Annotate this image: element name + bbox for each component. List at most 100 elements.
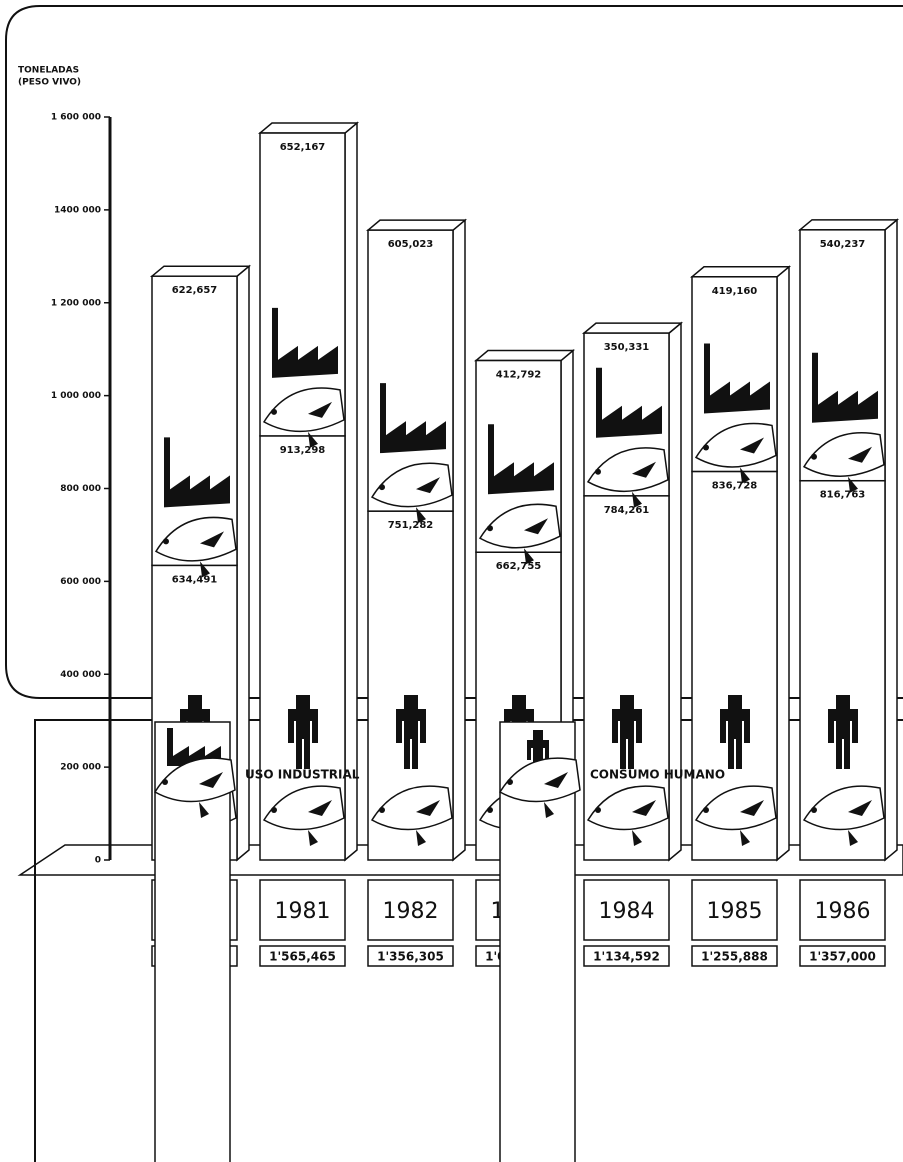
x-tick-label: 1984 [599, 899, 655, 924]
bar-top [365, 219, 468, 231]
legend-item: CONSUMO HUMANO [498, 721, 725, 1162]
total-label: 1'565,465 [269, 950, 336, 964]
fish-icon [498, 757, 581, 803]
y-tick-label: 1 200 000 [51, 298, 101, 308]
factory-icon [812, 352, 878, 423]
fish-icon [694, 422, 777, 468]
data-label: 816,763 [820, 490, 866, 501]
fish-tail [200, 561, 210, 578]
fish-fin [524, 518, 548, 535]
fish-tail [416, 830, 426, 846]
data-label: 540,237 [820, 239, 866, 250]
fish-icon [802, 785, 885, 831]
fish-fin [200, 531, 224, 548]
data-label: 634,491 [172, 574, 218, 585]
fish-eye [379, 484, 385, 491]
bar-group: 836,728 419,160 1985 1'255,888 [689, 265, 792, 967]
data-label: 751,282 [388, 520, 434, 531]
y-tick-label: 1 600 000 [51, 113, 101, 123]
x-tick-label: 1985 [707, 899, 763, 924]
total-label: 1'357,000 [809, 950, 876, 964]
fish-icon [478, 503, 561, 549]
person-icon [828, 695, 858, 769]
fish-eye [271, 807, 277, 813]
bar-group: 816,763 540,237 1986 1'357,000 [797, 218, 900, 967]
fish-fin [632, 461, 656, 478]
fish-eye [811, 807, 817, 813]
fish-icon [586, 447, 669, 493]
fish-eye [162, 779, 168, 785]
bar-top [689, 266, 792, 278]
total-box [691, 945, 778, 967]
total-box [367, 945, 454, 967]
fish-tail [740, 467, 750, 484]
y-tick-label: 800 000 [60, 484, 101, 494]
x-tick-label: 1982 [383, 899, 439, 924]
fish-icon [153, 757, 236, 803]
person-icon [288, 695, 318, 769]
fish-icon [586, 785, 669, 831]
fish-fin [740, 437, 764, 454]
fish-fin [199, 772, 223, 788]
fish-tail [199, 802, 209, 818]
frame [5, 5, 903, 699]
bar-top [797, 219, 900, 231]
total-label: 1'255,888 [701, 950, 768, 964]
legend-item: USO INDUSTRIAL [153, 721, 360, 1162]
data-label: 836,728 [712, 480, 758, 491]
fish-fin [740, 800, 764, 816]
fish-eye [507, 779, 513, 785]
factory-icon [167, 728, 221, 766]
y-tick-label: 200 000 [60, 763, 101, 773]
y-tick-label: 0 [95, 856, 101, 866]
fish-tail [848, 830, 858, 846]
fish-fin [632, 800, 656, 816]
y-tick-label: 600 000 [60, 577, 101, 587]
fish-fin [416, 800, 440, 816]
data-label: 662,755 [496, 561, 542, 572]
bar-side [344, 121, 358, 862]
fish-eye [703, 444, 709, 451]
data-label: 913,298 [280, 445, 326, 456]
fish-fin [848, 800, 872, 816]
fish-fin [848, 446, 872, 463]
data-label: 605,023 [388, 239, 434, 250]
data-label: 784,261 [604, 505, 650, 516]
fish-tail [632, 491, 642, 508]
total-box [799, 945, 886, 967]
total-box [259, 945, 346, 967]
fish-eye [595, 807, 601, 813]
fish-tail [524, 548, 534, 565]
fish-eye [487, 525, 493, 532]
factory-icon [488, 424, 554, 495]
bar-segment [151, 275, 238, 567]
fish-eye [379, 807, 385, 813]
data-label: 419,160 [712, 286, 758, 297]
fish-icon [262, 785, 345, 831]
fish-eye [271, 408, 277, 415]
data-label: 622,657 [172, 285, 218, 296]
y-tick-label: 1 000 000 [51, 391, 101, 401]
y-tick-label: 1400 000 [54, 205, 101, 215]
bar-top [581, 322, 684, 334]
fish-fin [544, 772, 568, 788]
bar-side [776, 265, 790, 862]
fish-tail [308, 830, 318, 846]
bar-top [257, 122, 360, 134]
fish-tail [308, 431, 318, 448]
fish-fin [308, 401, 332, 418]
fish-tail [740, 830, 750, 846]
fish-eye [811, 453, 817, 460]
y-tick-label: 400 000 [60, 670, 101, 680]
fish-eye [487, 807, 493, 813]
fish-eye [595, 468, 601, 475]
person-icon [527, 730, 549, 778]
fish-fin [308, 800, 332, 816]
factory-icon [596, 367, 662, 438]
y-axis-label: (PESO VIVO) [18, 78, 81, 88]
bar-top [473, 349, 576, 362]
year-box [583, 879, 670, 941]
data-label: 652,167 [280, 142, 326, 153]
fish-eye [163, 538, 169, 545]
fish-icon [154, 516, 237, 562]
